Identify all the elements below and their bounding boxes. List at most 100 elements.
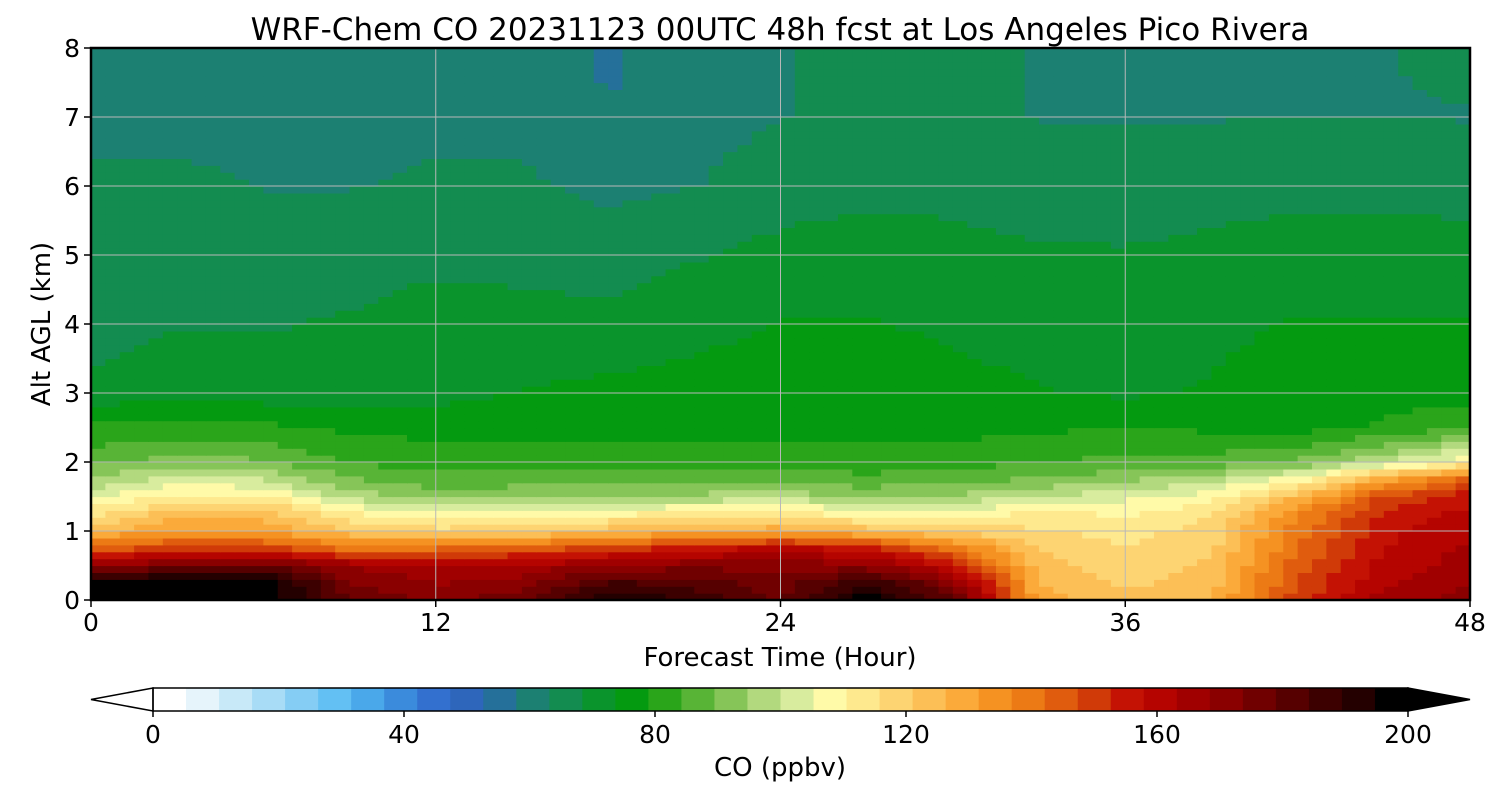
heatmap-cell <box>1412 448 1428 456</box>
heatmap-cell <box>1211 248 1227 256</box>
heatmap-cell <box>622 448 638 456</box>
heatmap-cell <box>1211 255 1227 263</box>
heatmap-cell <box>1182 496 1198 504</box>
heatmap-cell <box>550 572 566 580</box>
heatmap-cell <box>1398 537 1414 546</box>
heatmap-cell <box>895 468 911 477</box>
heatmap-cell <box>881 317 897 325</box>
heatmap-cell <box>967 503 983 511</box>
heatmap-cell <box>737 565 753 573</box>
heatmap-cell <box>378 586 394 594</box>
heatmap-cell <box>823 275 839 284</box>
heatmap-cell <box>478 586 494 594</box>
heatmap-cell <box>392 337 408 346</box>
heatmap-cell <box>191 544 207 553</box>
heatmap-cell <box>292 255 308 263</box>
heatmap-cell <box>794 310 810 318</box>
heatmap-cell <box>162 524 178 532</box>
heatmap-cell <box>1096 351 1112 360</box>
heatmap-cell <box>105 241 121 249</box>
heatmap-cell <box>263 330 279 339</box>
heatmap-cell <box>1340 289 1356 297</box>
heatmap-cell <box>521 593 537 601</box>
heatmap-cell <box>1268 503 1284 511</box>
heatmap-cell <box>421 296 437 304</box>
heatmap-cell <box>1412 372 1428 380</box>
heatmap-cell <box>1283 558 1299 567</box>
heatmap-cell <box>1110 324 1126 332</box>
heatmap-cell <box>737 365 753 373</box>
heatmap-cell <box>1383 586 1399 594</box>
heatmap-cell <box>981 558 997 567</box>
heatmap-cell <box>1110 531 1126 539</box>
heatmap-cell <box>1268 351 1284 360</box>
heatmap-cell <box>1283 503 1299 511</box>
heatmap-cell <box>967 241 983 249</box>
heatmap-cell <box>392 427 408 435</box>
heatmap-cell <box>780 468 796 477</box>
heatmap-cell <box>1268 275 1284 284</box>
heatmap-cell <box>1110 393 1126 401</box>
heatmap-cell <box>91 337 106 346</box>
heatmap-cell <box>1268 558 1284 567</box>
heatmap-cell <box>1369 386 1385 394</box>
heatmap-cell <box>1311 413 1327 422</box>
heatmap-cell <box>1211 393 1227 401</box>
heatmap-cell <box>234 524 250 532</box>
heatmap-cell <box>1010 489 1026 498</box>
heatmap-cell <box>1355 468 1371 477</box>
heatmap-cell <box>1311 558 1327 567</box>
heatmap-cell <box>895 434 911 442</box>
heatmap-cell <box>277 503 293 511</box>
heatmap-cell <box>162 420 178 429</box>
heatmap-cell <box>1297 420 1313 429</box>
heatmap-cell <box>665 420 681 429</box>
heatmap-cell <box>464 434 480 442</box>
heatmap-cell <box>507 448 523 456</box>
heatmap-cell <box>1039 510 1055 518</box>
heatmap-cell <box>1254 406 1270 415</box>
heatmap-cell <box>723 303 738 311</box>
heatmap-cell <box>363 462 379 470</box>
heatmap-cell <box>881 468 897 477</box>
heatmap-cell <box>1168 337 1184 346</box>
heatmap-cell <box>1168 544 1184 553</box>
heatmap-cell <box>148 420 164 429</box>
heatmap-cell <box>507 296 523 304</box>
heatmap-cell <box>249 351 264 360</box>
heatmap-cell <box>521 482 537 491</box>
heatmap-cell <box>435 344 451 353</box>
heatmap-cell <box>320 558 336 567</box>
heatmap-cell <box>823 399 839 408</box>
heatmap-cell <box>521 310 537 318</box>
heatmap-cell <box>306 531 322 539</box>
heatmap-cell <box>205 544 221 553</box>
heatmap-cell <box>1268 593 1284 601</box>
heatmap-cell <box>421 482 437 491</box>
heatmap-cell <box>1398 399 1414 408</box>
heatmap-cell <box>91 503 106 511</box>
heatmap-cell <box>1139 551 1155 560</box>
heatmap-cell <box>1326 586 1342 594</box>
heatmap-cell <box>751 524 767 532</box>
heatmap-cell <box>881 393 897 401</box>
heatmap-cell <box>550 593 566 601</box>
heatmap-cell <box>421 517 437 525</box>
heatmap-cell <box>1125 337 1141 346</box>
heatmap-cell <box>1225 586 1241 594</box>
heatmap-cell <box>679 241 695 249</box>
heatmap-cell <box>751 406 767 415</box>
heatmap-cell <box>823 455 839 463</box>
heatmap-cell <box>349 462 365 470</box>
heatmap-cell <box>1039 337 1055 346</box>
heatmap-cell <box>349 255 365 263</box>
heatmap-cell <box>1110 289 1126 297</box>
heatmap-cell <box>694 344 710 353</box>
heatmap-cell <box>1225 482 1241 491</box>
heatmap-cell <box>421 503 437 511</box>
heatmap-cell <box>751 337 767 346</box>
heatmap-cell <box>1326 372 1342 380</box>
heatmap-cell <box>234 365 250 373</box>
heatmap-cell <box>837 241 853 249</box>
heatmap-cell <box>306 565 322 573</box>
